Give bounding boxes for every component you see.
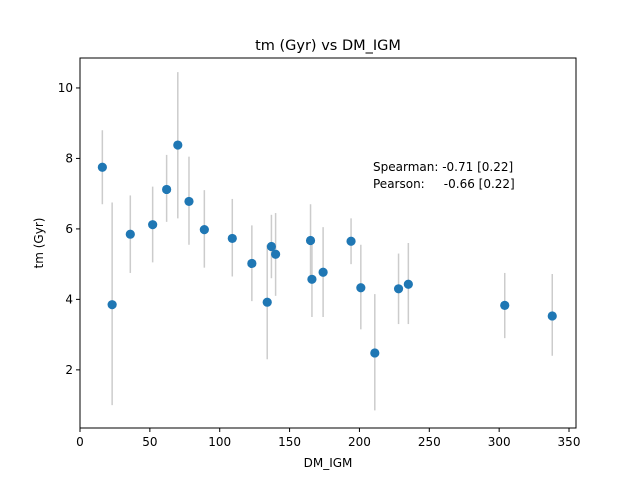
data-point-22 bbox=[547, 311, 557, 321]
y-tick-label-2: 2 bbox=[65, 363, 73, 377]
pearson-annotation: Pearson: -0.66 [0.22] bbox=[373, 177, 515, 191]
data-point-9 bbox=[247, 258, 257, 269]
y-tick-label-8: 8 bbox=[65, 151, 73, 165]
data-point-13 bbox=[305, 235, 316, 246]
y-tick-label-10: 10 bbox=[58, 81, 73, 95]
x-tick-label-300: 300 bbox=[488, 435, 511, 449]
data-point-3 bbox=[148, 220, 158, 230]
x-tick-label-350: 350 bbox=[558, 435, 581, 449]
data-point-8 bbox=[227, 233, 237, 244]
data-point-15 bbox=[318, 267, 328, 277]
data-point-19 bbox=[393, 284, 404, 294]
data-point-16 bbox=[346, 236, 356, 246]
data-point-18 bbox=[370, 348, 380, 358]
data-point-17 bbox=[356, 283, 366, 293]
data-point-5 bbox=[173, 140, 183, 150]
x-tick-label-150: 150 bbox=[278, 435, 301, 449]
data-point-1 bbox=[107, 300, 117, 310]
data-point-14 bbox=[307, 274, 317, 284]
x-axis-label: DM_IGM bbox=[304, 456, 353, 470]
data-point-2 bbox=[125, 229, 135, 239]
data-point-4 bbox=[162, 184, 172, 195]
data-point-0 bbox=[97, 162, 107, 172]
y-tick-label-6: 6 bbox=[65, 222, 73, 236]
x-tick-label-50: 50 bbox=[142, 435, 157, 449]
y-axis: 2 4 6 8 10 bbox=[58, 81, 80, 377]
data-point-21 bbox=[500, 300, 510, 310]
axes-frame bbox=[79, 57, 577, 429]
x-axis: 0 50 100 150 200 250 300 350 bbox=[76, 428, 580, 449]
y-tick-label-4: 4 bbox=[65, 292, 73, 306]
plot-area bbox=[79, 57, 577, 429]
data-point-20 bbox=[403, 279, 413, 289]
x-tick-label-200: 200 bbox=[348, 435, 371, 449]
points-group bbox=[97, 140, 557, 358]
x-tick-label-100: 100 bbox=[208, 435, 231, 449]
data-point-7 bbox=[199, 225, 209, 235]
data-point-12 bbox=[271, 249, 281, 259]
data-point-11 bbox=[266, 241, 277, 252]
chart-title: tm (Gyr) vs DM_IGM bbox=[255, 38, 401, 54]
x-tick-label-0: 0 bbox=[76, 435, 84, 449]
data-point-6 bbox=[184, 196, 194, 207]
spearman-annotation: Spearman: -0.71 [0.22] bbox=[373, 160, 513, 174]
y-axis-label: tm (Gyr) bbox=[32, 218, 46, 269]
x-tick-label-250: 250 bbox=[418, 435, 441, 449]
data-point-10 bbox=[262, 297, 272, 307]
